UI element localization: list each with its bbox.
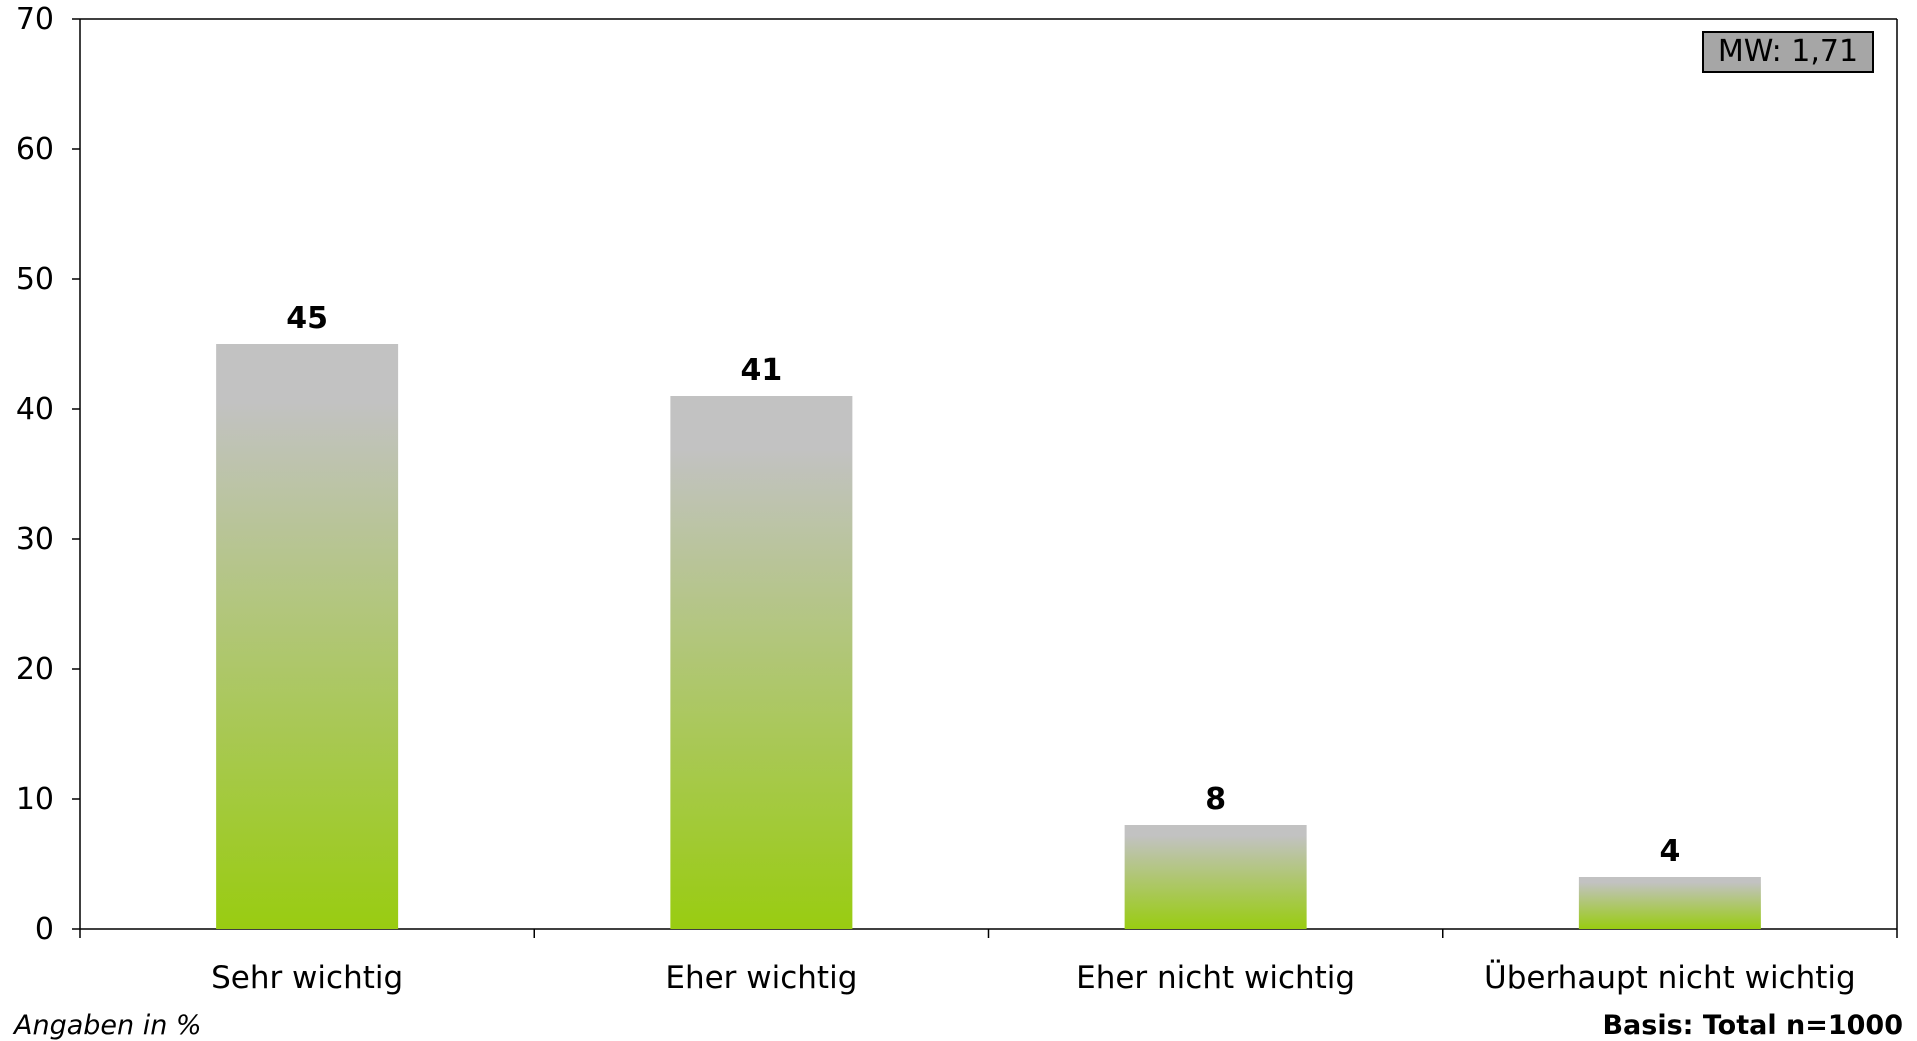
bar: [670, 396, 853, 929]
y-tick-label: 70: [16, 2, 54, 37]
base-note: Basis: Total n=1000: [1602, 1010, 1903, 1041]
bar-value-label: 41: [741, 353, 783, 388]
x-category-label: Eher nicht wichtig: [1076, 960, 1355, 996]
bar: [216, 344, 399, 929]
x-category-label: Überhaupt nicht wichtig: [1484, 959, 1856, 996]
bar-value-label: 8: [1205, 782, 1226, 817]
mean-value-box: MW: 1,71: [1702, 31, 1874, 73]
bar-value-label: 4: [1659, 834, 1680, 869]
data-labels-group: 45 41 8 4: [286, 301, 1680, 869]
y-tick-label: 0: [35, 912, 54, 947]
bar: [1124, 825, 1307, 929]
x-axis-ticks: [79, 929, 1898, 938]
units-note: Angaben in %: [14, 1010, 202, 1041]
y-tick-label: 50: [16, 262, 54, 297]
bars-group: [216, 344, 1761, 929]
y-tick-label: 10: [16, 782, 54, 817]
y-axis-ticks: 0 10 20 30 40 50 60 70: [16, 2, 80, 947]
y-tick-label: 60: [16, 132, 54, 167]
y-tick-label: 40: [16, 392, 54, 427]
category-labels-group: Sehr wichtig Eher wichtig Eher nicht wicht…: [211, 959, 1856, 996]
y-tick-label: 20: [16, 652, 54, 687]
x-category-label: Eher wichtig: [665, 960, 857, 996]
y-tick-label: 30: [16, 522, 54, 557]
x-category-label: Sehr wichtig: [211, 960, 403, 996]
bar: [1578, 877, 1761, 929]
bar-value-label: 45: [286, 301, 328, 336]
